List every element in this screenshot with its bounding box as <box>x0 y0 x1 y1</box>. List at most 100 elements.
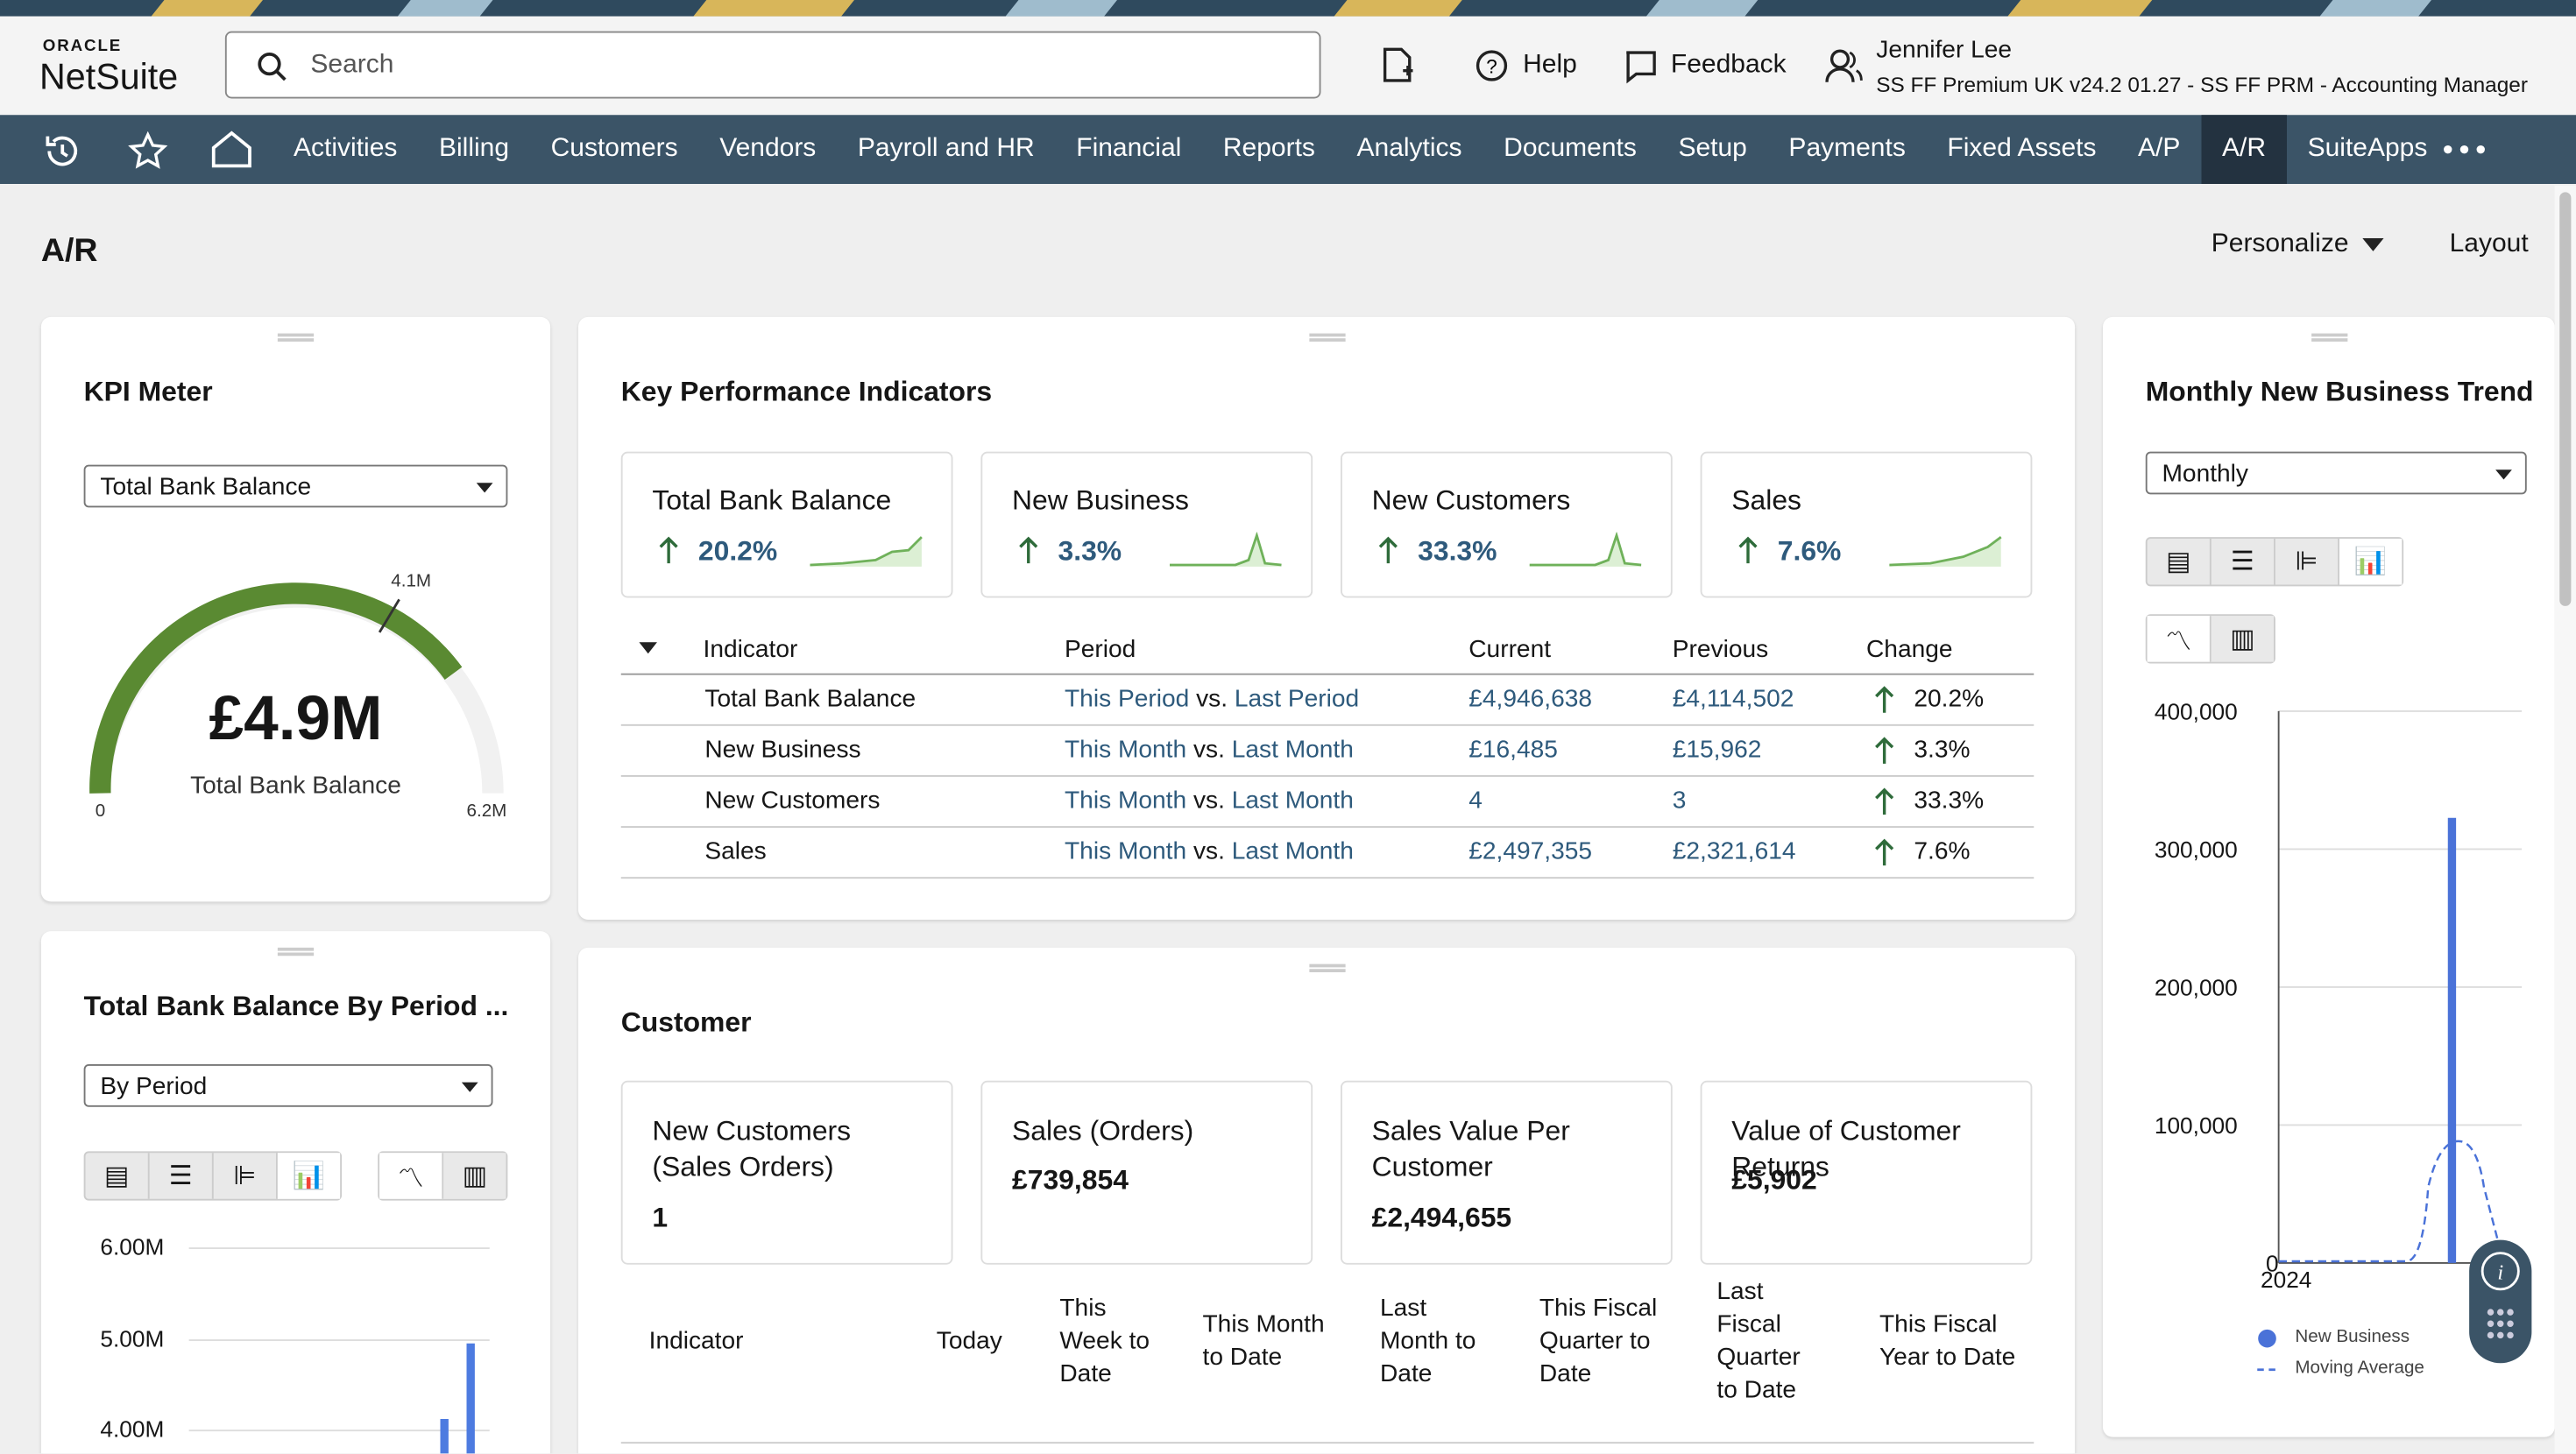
column-button[interactable]: 📊 <box>277 1153 341 1199</box>
current-cell[interactable]: £2,497,355 <box>1468 837 1593 866</box>
customer-card[interactable]: New Customers (Sales Orders) 1 <box>620 1080 953 1265</box>
history-icon[interactable] <box>43 131 82 171</box>
drag-handle[interactable] <box>277 947 315 956</box>
previous-cell[interactable]: £4,114,502 <box>1672 684 1794 713</box>
feedback-link[interactable]: Feedback <box>1670 51 1787 79</box>
nav-item[interactable]: Analytics <box>1356 134 1462 163</box>
scroll-thumb[interactable] <box>2559 192 2572 606</box>
kpi-card[interactable]: New Business 3.3% <box>980 451 1313 598</box>
period-link[interactable]: This Month <box>1065 736 1187 764</box>
nav-item[interactable]: Financial <box>1076 134 1182 163</box>
bar-h-button[interactable]: ⊫ <box>214 1153 278 1199</box>
bar-h-button[interactable]: ⊫ <box>2275 539 2339 585</box>
nav-item[interactable]: Vendors <box>719 134 817 163</box>
period-link[interactable]: This Month <box>1065 787 1187 815</box>
nav-item[interactable]: Payments <box>1788 134 1906 163</box>
line-stack-button[interactable]: ☰ <box>150 1153 214 1199</box>
legend-item: Moving Average <box>2295 1358 2424 1379</box>
line-stack-button[interactable]: ☰ <box>2212 539 2275 585</box>
customer-card[interactable]: Value of Customer Returns £5,902 <box>1700 1080 2033 1265</box>
nav-item[interactable]: Billing <box>438 134 510 163</box>
column-button[interactable]: 📊 <box>2339 539 2403 585</box>
nav-item[interactable]: Activities <box>294 134 398 163</box>
indicator-cell: Sales <box>704 837 767 866</box>
nav-item[interactable]: Documents <box>1504 134 1637 163</box>
current-cell[interactable]: 4 <box>1468 787 1483 815</box>
kpi-change: 20.2% <box>697 535 778 567</box>
card-value: £5,902 <box>1731 1164 1817 1196</box>
drag-handle[interactable] <box>1308 963 1345 972</box>
portlet-title: Key Performance Indicators <box>620 376 993 407</box>
change-cell: 3.3% <box>1914 736 1971 764</box>
search-box[interactable]: Search <box>224 31 1321 99</box>
personalize-caret[interactable] <box>2362 237 2385 251</box>
change-cell: 20.2% <box>1914 684 1985 713</box>
kpi-card[interactable]: Total Bank Balance 20.2% <box>620 451 953 598</box>
area-button[interactable]: ▥ <box>2211 616 2274 662</box>
nav-item[interactable]: SuiteApps <box>2307 134 2428 163</box>
period-vs: vs. <box>1192 787 1225 815</box>
nav-item[interactable]: Reports <box>1222 134 1315 163</box>
home-icon[interactable] <box>210 130 253 169</box>
previous-cell[interactable]: 3 <box>1672 787 1687 815</box>
favorites-icon[interactable] <box>128 131 168 171</box>
header: ORACLE NetSuite Search ? Help Feedback J… <box>0 16 2576 116</box>
kpi-card[interactable]: New Customers 33.3% <box>1341 451 1673 598</box>
recent-records-icon[interactable] <box>1382 47 1415 83</box>
previous-cell[interactable]: £15,962 <box>1672 736 1762 764</box>
stacked-area-button[interactable]: ▤ <box>2148 539 2212 585</box>
layout-button[interactable]: Layout <box>2449 229 2529 258</box>
period-vs: vs. <box>1192 837 1225 866</box>
period-select[interactable]: By Period <box>83 1064 493 1107</box>
period-vs: vs. <box>1196 684 1228 713</box>
customer-card[interactable]: Sales (Orders) £739,854 <box>980 1080 1313 1265</box>
feedback-icon[interactable] <box>1624 49 1660 85</box>
nav-item[interactable]: Payroll and HR <box>857 134 1035 163</box>
assistant-button[interactable]: i <box>2469 1239 2532 1364</box>
scrollbar[interactable] <box>2554 185 2576 1454</box>
area-button[interactable]: ▥ <box>443 1153 506 1199</box>
personalize-button[interactable]: Personalize <box>2211 229 2349 258</box>
column-header: This Fiscal Year to Date <box>1879 1310 2016 1372</box>
column-header: Period <box>1065 635 1136 664</box>
help-icon[interactable]: ? <box>1476 49 1511 85</box>
customer-card[interactable]: Sales Value Per Customer £2,494,655 <box>1341 1080 1673 1265</box>
help-link[interactable]: Help <box>1523 51 1577 79</box>
sparkline <box>1889 536 2002 567</box>
current-cell[interactable]: £16,485 <box>1468 736 1558 764</box>
period-link[interactable]: Last Month <box>1231 837 1354 866</box>
up-arrow <box>659 536 678 564</box>
stacked-area-button[interactable]: ▤ <box>86 1153 150 1199</box>
drag-handle[interactable] <box>277 333 315 342</box>
kpi-select[interactable]: Total Bank Balance <box>83 464 508 508</box>
period-link[interactable]: Last Period <box>1234 684 1360 713</box>
period-link[interactable]: This Period <box>1065 684 1190 713</box>
nav-item[interactable]: Setup <box>1678 134 1747 163</box>
period-link[interactable]: Last Month <box>1231 736 1354 764</box>
line-button[interactable]: 〽 <box>2147 616 2212 662</box>
more-icon[interactable] <box>2443 145 2486 154</box>
line-button[interactable]: 〽 <box>379 1153 444 1199</box>
period-link[interactable]: Last Month <box>1231 787 1354 815</box>
nav-item[interactable]: Fixed Assets <box>1947 134 2097 163</box>
search-placeholder: Search <box>310 51 394 79</box>
row-divider <box>620 877 2035 879</box>
user-icon[interactable] <box>1825 49 1865 85</box>
drag-handle[interactable] <box>2311 333 2347 342</box>
chart-type-toolbar: 〽 ▥ <box>378 1151 508 1201</box>
user-name[interactable]: Jennifer Lee <box>1876 36 2013 65</box>
nav-bar: Activities Billing Customers Vendors Payroll… <box>0 115 2576 184</box>
drag-handle[interactable] <box>1308 333 1345 342</box>
kpi-card[interactable]: Sales 7.6% <box>1700 451 2033 598</box>
column-header: This Fiscal Quarter to Date <box>1539 1294 1658 1388</box>
collapse-caret[interactable] <box>639 642 659 655</box>
gauge-marker-label: 4.1M <box>391 571 432 592</box>
frequency-select[interactable]: Monthly <box>2145 451 2527 495</box>
nav-item[interactable]: Customers <box>550 134 678 163</box>
nav-item[interactable]: A/R <box>2201 115 2287 184</box>
previous-cell[interactable]: £2,321,614 <box>1672 837 1796 866</box>
current-cell[interactable]: £4,946,638 <box>1468 684 1593 713</box>
period-link[interactable]: This Month <box>1065 837 1187 866</box>
nav-item[interactable]: A/P <box>2138 134 2181 163</box>
